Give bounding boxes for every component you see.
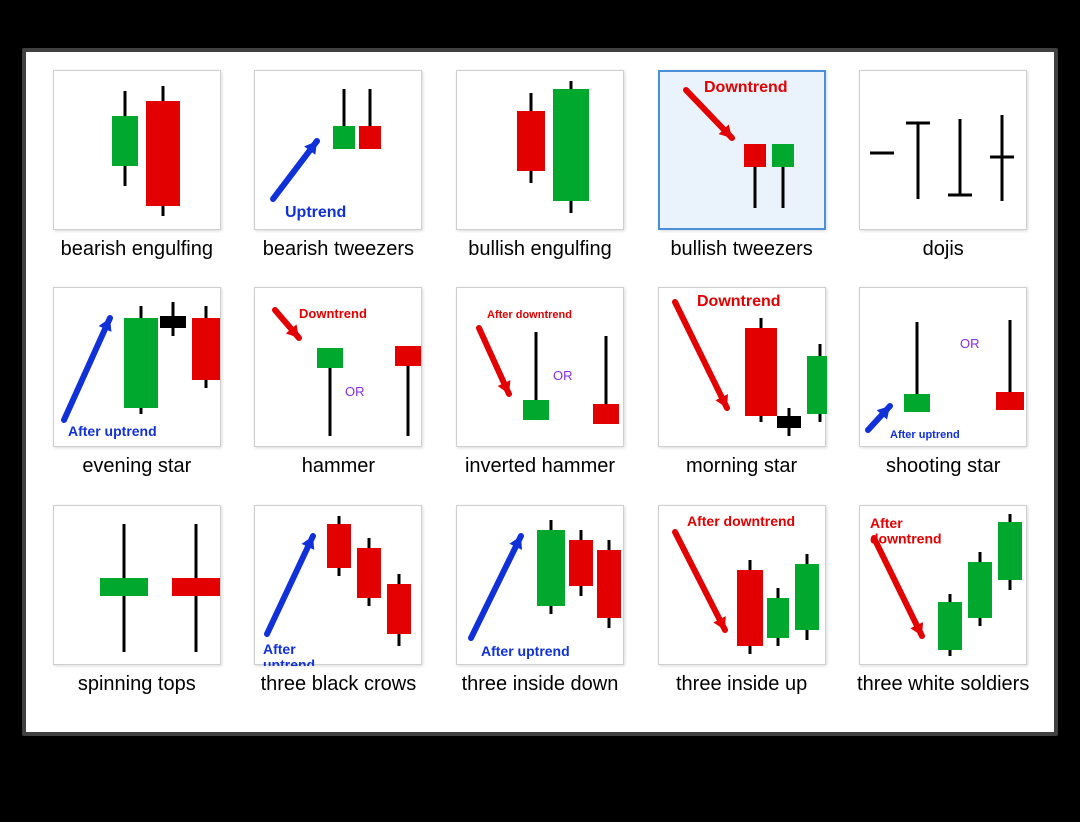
svg-text:Downtrend: Downtrend: [697, 293, 781, 310]
pattern-label: three white soldiers: [857, 673, 1029, 695]
pattern-label: dojis: [923, 238, 964, 260]
pattern-thumb-inverted-hammer[interactable]: After downtrend OR: [456, 287, 624, 447]
svg-text:downtrend: downtrend: [870, 530, 942, 546]
svg-text:OR: OR: [553, 368, 573, 383]
svg-text:After: After: [263, 641, 296, 657]
pattern-thumb-spinning-tops[interactable]: [53, 505, 221, 665]
pattern-thumb-bearish-tweezers[interactable]: Uptrend: [254, 70, 422, 230]
pattern-cell-shooting-star[interactable]: After uptrend OR shooting star: [848, 287, 1038, 496]
svg-text:OR: OR: [960, 336, 980, 351]
pattern-thumb-three-white-soldiers[interactable]: Afterdowntrend: [859, 505, 1027, 665]
pattern-thumb-three-black-crows[interactable]: Afteruptrend: [254, 505, 422, 665]
pattern-cell-bearish-tweezers[interactable]: Uptrend bearish tweezers: [244, 70, 434, 279]
pattern-cell-spinning-tops[interactable]: spinning tops: [42, 505, 232, 714]
pattern-label: spinning tops: [78, 673, 196, 695]
svg-text:After uptrend: After uptrend: [481, 643, 570, 659]
pattern-label: hammer: [302, 455, 375, 477]
pattern-thumb-bearish-engulfing[interactable]: [53, 70, 221, 230]
pattern-cell-evening-star[interactable]: After uptrend evening star: [42, 287, 232, 496]
pattern-cell-three-black-crows[interactable]: Afteruptrend three black crows: [244, 505, 434, 714]
pattern-panel: bearish engulfing Uptrend bearish tweezer…: [22, 48, 1058, 736]
svg-text:Uptrend: Uptrend: [285, 204, 346, 221]
pattern-cell-bearish-engulfing[interactable]: bearish engulfing: [42, 70, 232, 279]
svg-text:After uptrend: After uptrend: [890, 429, 960, 441]
svg-text:uptrend: uptrend: [263, 656, 315, 666]
pattern-thumb-three-inside-down[interactable]: After uptrend: [456, 505, 624, 665]
pattern-label: bullish engulfing: [468, 238, 611, 260]
pattern-cell-morning-star[interactable]: Downtrend morning star: [647, 287, 837, 496]
svg-text:OR: OR: [345, 384, 365, 399]
pattern-label: bearish tweezers: [263, 238, 414, 260]
pattern-cell-three-white-soldiers[interactable]: Afterdowntrend three white soldiers: [848, 505, 1038, 714]
pattern-thumb-hammer[interactable]: Downtrend OR: [254, 287, 422, 447]
svg-text:After: After: [870, 515, 903, 531]
pattern-label: bullish tweezers: [670, 238, 812, 260]
svg-text:Downtrend: Downtrend: [299, 306, 367, 321]
pattern-thumb-morning-star[interactable]: Downtrend: [658, 287, 826, 447]
svg-text:After downtrend: After downtrend: [487, 309, 572, 321]
svg-text:After uptrend: After uptrend: [68, 423, 157, 439]
pattern-thumb-dojis[interactable]: [859, 70, 1027, 230]
pattern-label: three inside down: [462, 673, 619, 695]
pattern-label: shooting star: [886, 455, 1001, 477]
pattern-thumb-evening-star[interactable]: After uptrend: [53, 287, 221, 447]
pattern-label: bearish engulfing: [61, 238, 213, 260]
pattern-label: inverted hammer: [465, 455, 615, 477]
pattern-label: evening star: [82, 455, 191, 477]
pattern-cell-bullish-engulfing[interactable]: bullish engulfing: [445, 70, 635, 279]
pattern-label: three black crows: [261, 673, 417, 695]
pattern-cell-three-inside-up[interactable]: After downtrend three inside up: [647, 505, 837, 714]
pattern-cell-dojis[interactable]: dojis: [848, 70, 1038, 279]
svg-text:Downtrend: Downtrend: [704, 79, 788, 96]
pattern-thumb-three-inside-up[interactable]: After downtrend: [658, 505, 826, 665]
pattern-cell-inverted-hammer[interactable]: After downtrend OR inverted hammer: [445, 287, 635, 496]
pattern-cell-three-inside-down[interactable]: After uptrend three inside down: [445, 505, 635, 714]
svg-text:After downtrend: After downtrend: [687, 513, 795, 529]
pattern-label: three inside up: [676, 673, 807, 695]
pattern-thumb-shooting-star[interactable]: After uptrend OR: [859, 287, 1027, 447]
pattern-cell-hammer[interactable]: Downtrend OR hammer: [244, 287, 434, 496]
pattern-grid: bearish engulfing Uptrend bearish tweezer…: [26, 52, 1054, 732]
pattern-label: morning star: [686, 455, 797, 477]
pattern-thumb-bullish-engulfing[interactable]: [456, 70, 624, 230]
pattern-thumb-bullish-tweezers[interactable]: Downtrend: [658, 70, 826, 230]
pattern-cell-bullish-tweezers[interactable]: Downtrend bullish tweezers: [647, 70, 837, 279]
